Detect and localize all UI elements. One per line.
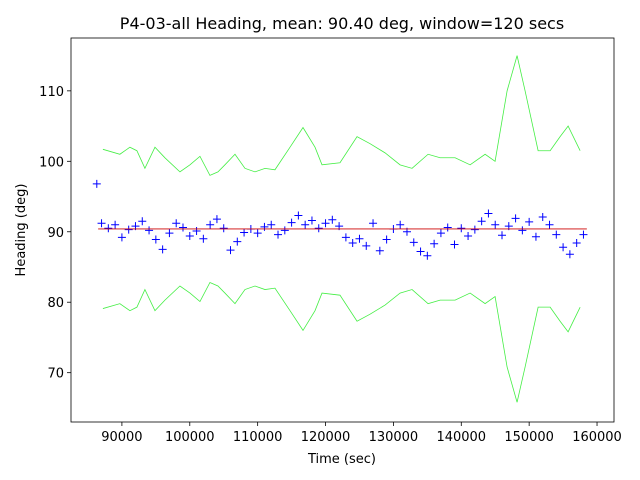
- point: [151, 235, 160, 244]
- x-tick-label: 150000: [504, 430, 554, 445]
- point: [443, 223, 452, 232]
- point: [396, 220, 405, 229]
- point: [341, 233, 350, 242]
- point: [545, 220, 554, 229]
- point: [552, 230, 561, 239]
- point: [165, 229, 174, 238]
- point: [219, 224, 228, 233]
- x-tick-label: 90000: [101, 430, 142, 445]
- point: [260, 222, 269, 231]
- point: [423, 251, 432, 260]
- point: [185, 231, 194, 240]
- point: [287, 218, 296, 227]
- y-tick-label: 100: [39, 155, 64, 170]
- point: [416, 247, 425, 256]
- point: [199, 234, 208, 243]
- point: [294, 211, 303, 220]
- plot-frame: [70, 37, 615, 423]
- point: [178, 223, 187, 232]
- point: [212, 215, 221, 224]
- y-tick-label: 90: [47, 226, 64, 241]
- point: [226, 246, 235, 255]
- point: [172, 219, 181, 228]
- point: [192, 227, 201, 236]
- point: [572, 239, 581, 248]
- point: [559, 243, 568, 252]
- point: [565, 250, 574, 259]
- point: [362, 241, 371, 250]
- point: [274, 230, 283, 239]
- point: [301, 220, 310, 229]
- y-tick-label: 80: [47, 296, 64, 311]
- x-axis-label: Time (sec): [307, 452, 376, 467]
- x-tick-label: 140000: [436, 430, 486, 445]
- line: [102, 55, 581, 176]
- point: [498, 231, 507, 240]
- point: [124, 225, 133, 234]
- point: [321, 219, 330, 228]
- point: [484, 209, 493, 218]
- point: [206, 220, 215, 229]
- point: [382, 235, 391, 244]
- point: [348, 239, 357, 248]
- point: [464, 231, 473, 240]
- point: [314, 224, 323, 233]
- point: [253, 229, 262, 238]
- x-tick-label: 100000: [165, 430, 215, 445]
- point: [477, 217, 486, 226]
- line: [102, 281, 581, 403]
- point: [531, 232, 540, 241]
- point: [240, 228, 249, 237]
- y-tick-label: 70: [47, 367, 64, 382]
- x-tick-label: 120000: [301, 430, 351, 445]
- point: [104, 224, 113, 233]
- point: [470, 225, 479, 234]
- point: [457, 224, 466, 233]
- point: [92, 179, 101, 188]
- point: [328, 215, 337, 224]
- point: [450, 240, 459, 249]
- point: [280, 226, 289, 235]
- point: [436, 229, 445, 238]
- point: [491, 220, 500, 229]
- point: [138, 217, 147, 226]
- point: [525, 217, 534, 226]
- y-tick-label: 110: [39, 85, 64, 100]
- point: [579, 230, 588, 239]
- y-axis-label: Heading (deg): [14, 184, 29, 277]
- x-tick-label: 160000: [572, 430, 622, 445]
- point: [145, 226, 154, 235]
- x-tick-label: 130000: [369, 430, 419, 445]
- point: [307, 216, 316, 225]
- point: [97, 219, 106, 228]
- x-tick-label: 110000: [233, 430, 283, 445]
- point: [375, 246, 384, 255]
- point: [369, 219, 378, 228]
- point: [158, 245, 167, 254]
- chart-title: P4-03-all Heading, mean: 90.40 deg, wind…: [120, 14, 564, 33]
- point: [518, 226, 527, 235]
- point: [233, 237, 242, 246]
- point: [355, 234, 364, 243]
- point: [409, 238, 418, 247]
- point: [538, 212, 547, 221]
- point: [430, 239, 439, 248]
- point: [511, 214, 520, 223]
- point: [111, 220, 120, 229]
- point: [117, 233, 126, 242]
- point: [267, 220, 276, 229]
